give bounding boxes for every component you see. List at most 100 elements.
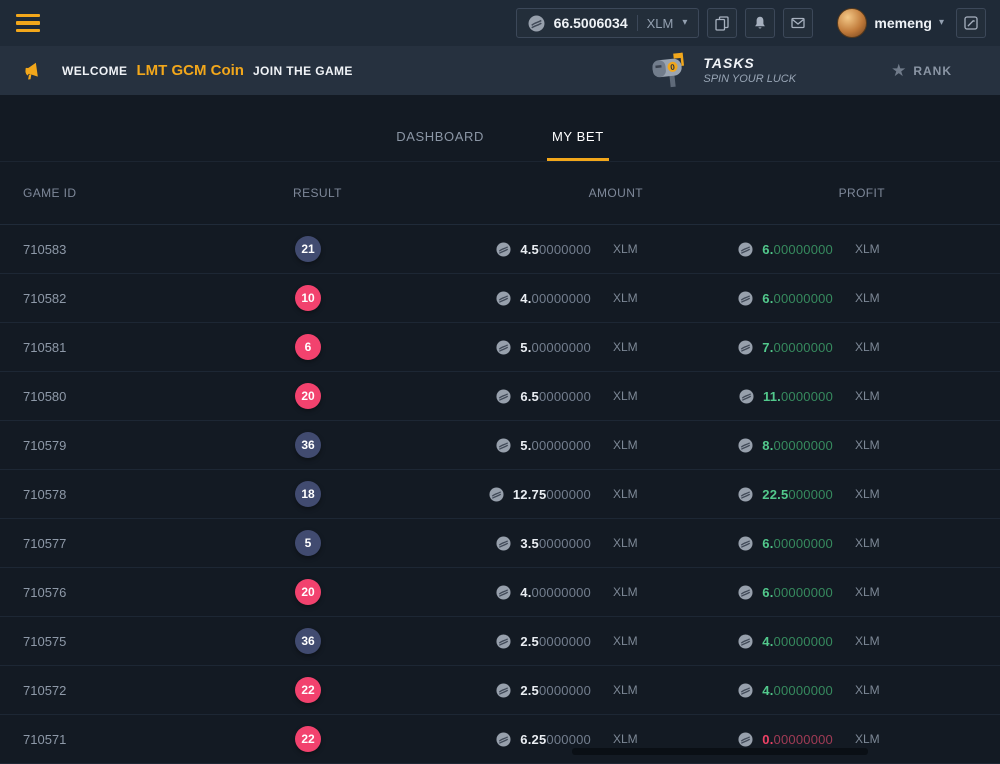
result-badge: 21 (295, 236, 321, 262)
coin-icon (738, 290, 753, 306)
result-cell: 5 (293, 530, 453, 556)
result-badge: 20 (295, 579, 321, 605)
amount-value: 4.00000000 (520, 584, 591, 600)
join-text: JOIN THE GAME (252, 64, 353, 78)
coin-icon (496, 437, 511, 453)
tab-my-bet[interactable]: MY BET (546, 129, 609, 161)
amount-value: 2.50000000 (520, 633, 591, 649)
topbar: 66.5006034 XLM ▾ memeng (0, 0, 1000, 46)
table-header: GAME ID RESULT AMOUNT PROFIT (0, 162, 1000, 225)
result-cell: 21 (293, 236, 453, 262)
profit-value: 8.00000000 (762, 437, 833, 453)
profit-currency: XLM (855, 438, 880, 452)
profit-currency: XLM (855, 340, 880, 354)
result-cell: 20 (293, 579, 453, 605)
tab-dashboard[interactable]: DASHBOARD (396, 129, 484, 144)
table-row[interactable]: 710577 5 3.50000000 XLM 6.00000000 XLM (0, 519, 1000, 568)
profit-currency: XLM (855, 634, 880, 648)
copy-icon (715, 16, 730, 31)
caret-down-icon: ▾ (938, 17, 944, 28)
messages-button[interactable] (783, 8, 814, 38)
menu-bar (16, 13, 40, 18)
game-id: 710581 (23, 339, 67, 355)
table-row[interactable]: 710572 22 2.50000000 XLM 4.00000000 XLM (0, 666, 1000, 715)
table-row[interactable]: 710578 18 12.75000000 XLM 22.5000000 XLM (0, 470, 1000, 519)
table-row[interactable]: 710579 36 5.00000000 XLM 8.00000000 XLM (0, 421, 1000, 470)
result-cell: 20 (293, 383, 453, 409)
announcement-bar: WELCOME LMT GCM Coin JOIN THE GAME 0 TAS… (0, 46, 1000, 95)
caret-down-icon: ▾ (682, 17, 688, 28)
amount-value: 4.50000000 (520, 241, 591, 257)
result-cell: 22 (293, 726, 453, 752)
user-menu[interactable]: memeng ▾ (837, 8, 944, 38)
table-row[interactable]: 710581 6 5.00000000 XLM 7.00000000 XLM (0, 323, 1000, 372)
amount-cell: 2.50000000 XLM (453, 634, 643, 649)
profit-value: 6.00000000 (762, 290, 833, 306)
coin-icon (738, 682, 753, 698)
amount-value: 12.75000000 (512, 486, 591, 502)
header-result: RESULT (293, 186, 342, 200)
amount-cell: 3.50000000 XLM (453, 536, 643, 551)
table-row[interactable]: 710576 20 4.00000000 XLM 6.00000000 XLM (0, 568, 1000, 617)
divider (636, 15, 638, 31)
coin-icon (489, 486, 504, 502)
amount-value: 2.50000000 (520, 682, 591, 698)
coin-icon (496, 388, 511, 404)
profit-cell: 0.00000000 XLM (643, 732, 885, 747)
amount-currency: XLM (613, 732, 638, 746)
result-cell: 6 (293, 334, 453, 360)
coin-icon (738, 633, 753, 649)
profit-value: 11.0000000 (763, 388, 833, 404)
profit-currency: XLM (855, 536, 880, 550)
result-cell: 22 (293, 677, 453, 703)
amount-cell: 4.00000000 XLM (453, 585, 643, 600)
amount-cell: 12.75000000 XLM (453, 487, 643, 502)
amount-cell: 5.00000000 XLM (453, 438, 643, 453)
amount-currency: XLM (613, 634, 638, 648)
coin-icon (738, 437, 753, 453)
profit-cell: 6.00000000 XLM (643, 242, 885, 257)
amount-cell: 2.50000000 XLM (453, 683, 643, 698)
copy-button[interactable] (707, 8, 738, 38)
mailbox-icon: 0 (652, 52, 685, 87)
result-badge: 6 (295, 334, 321, 360)
profit-currency: XLM (855, 389, 880, 403)
profit-cell: 4.00000000 XLM (643, 683, 885, 698)
chat-icon (964, 16, 978, 30)
rank-widget[interactable]: ★ RANK (891, 62, 952, 79)
menu-icon[interactable] (14, 10, 42, 37)
tasks-widget[interactable]: 0 TASKS SPIN YOUR LUCK (649, 52, 796, 89)
amount-cell: 6.25000000 XLM (453, 732, 643, 747)
profit-currency: XLM (855, 291, 880, 305)
game-id: 710578 (23, 486, 67, 502)
profit-cell: 4.00000000 XLM (643, 634, 885, 649)
game-id: 710572 (23, 682, 67, 698)
profit-value: 6.00000000 (762, 241, 833, 257)
horizontal-scrollbar-thumb[interactable] (572, 748, 868, 755)
game-id: 710579 (23, 437, 67, 453)
amount-value: 3.50000000 (520, 535, 591, 551)
profit-cell: 6.00000000 XLM (643, 585, 885, 600)
notifications-button[interactable] (745, 8, 776, 38)
table-row[interactable]: 710580 20 6.50000000 XLM 11.0000000 XLM (0, 372, 1000, 421)
profit-cell: 6.00000000 XLM (643, 536, 885, 551)
table-row[interactable]: 710571 22 6.25000000 XLM 0.00000000 XLM (0, 715, 1000, 764)
coin-icon (496, 241, 511, 257)
result-badge: 36 (295, 628, 321, 654)
profit-value: 4.00000000 (762, 633, 833, 649)
chat-button[interactable] (956, 8, 986, 38)
result-badge: 10 (295, 285, 321, 311)
coin-icon (496, 535, 511, 551)
table-row[interactable]: 710575 36 2.50000000 XLM 4.00000000 XLM (0, 617, 1000, 666)
result-badge: 22 (295, 726, 321, 752)
balance-selector[interactable]: 66.5006034 XLM ▾ (515, 8, 700, 38)
amount-currency: XLM (613, 340, 638, 354)
welcome-text: WELCOME (62, 64, 128, 78)
table-row[interactable]: 710582 10 4.00000000 XLM 6.00000000 XLM (0, 274, 1000, 323)
result-badge: 5 (295, 530, 321, 556)
profit-currency: XLM (855, 732, 880, 746)
table-row[interactable]: 710583 21 4.50000000 XLM 6.00000000 XLM (0, 225, 1000, 274)
coin-icon (496, 682, 511, 698)
rank-label: RANK (913, 63, 952, 78)
result-cell: 36 (293, 628, 453, 654)
